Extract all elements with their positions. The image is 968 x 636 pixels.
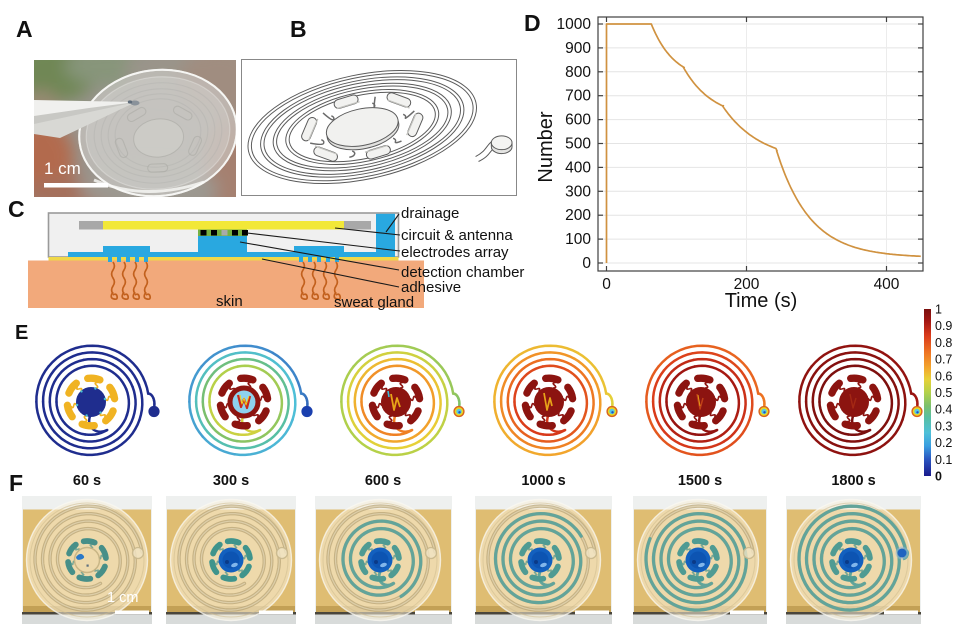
svg-text:900: 900 bbox=[565, 40, 591, 57]
svg-text:300: 300 bbox=[565, 183, 591, 200]
svg-text:0: 0 bbox=[602, 276, 611, 293]
svg-text:500: 500 bbox=[565, 136, 591, 153]
svg-text:0.9: 0.9 bbox=[935, 319, 952, 333]
svg-text:0.5: 0.5 bbox=[935, 386, 952, 400]
svg-text:Number: Number bbox=[535, 111, 557, 182]
svg-text:200: 200 bbox=[565, 207, 591, 224]
svg-text:1 cm: 1 cm bbox=[44, 159, 81, 178]
svg-text:1 cm: 1 cm bbox=[107, 590, 138, 606]
svg-text:600: 600 bbox=[565, 112, 591, 129]
svg-text:0.4: 0.4 bbox=[935, 403, 952, 417]
svg-text:0: 0 bbox=[582, 255, 591, 272]
svg-text:0.7: 0.7 bbox=[935, 353, 952, 367]
svg-text:0: 0 bbox=[935, 470, 942, 484]
svg-text:100: 100 bbox=[565, 231, 591, 248]
svg-text:200: 200 bbox=[734, 276, 760, 293]
svg-text:0.2: 0.2 bbox=[935, 436, 952, 450]
svg-text:0.1: 0.1 bbox=[935, 453, 952, 467]
svg-text:0.3: 0.3 bbox=[935, 419, 952, 433]
svg-text:1: 1 bbox=[935, 303, 942, 317]
svg-text:700: 700 bbox=[565, 88, 591, 105]
svg-text:1000: 1000 bbox=[557, 16, 592, 33]
svg-text:800: 800 bbox=[565, 64, 591, 81]
svg-text:Time (s): Time (s) bbox=[725, 290, 798, 312]
svg-text:400: 400 bbox=[874, 276, 900, 293]
svg-text:0.8: 0.8 bbox=[935, 336, 952, 350]
svg-text:0.6: 0.6 bbox=[935, 369, 952, 383]
svg-text:400: 400 bbox=[565, 159, 591, 176]
